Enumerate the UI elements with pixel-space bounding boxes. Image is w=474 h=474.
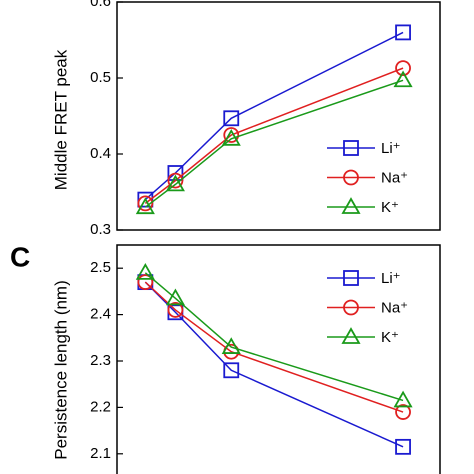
marker-circle bbox=[137, 274, 154, 291]
legend-marker bbox=[341, 197, 361, 214]
y-axis-label: Middle FRET peak bbox=[51, 49, 70, 190]
series-line bbox=[144, 272, 404, 402]
series-line bbox=[144, 281, 404, 448]
y-tick-label: 2.4 bbox=[90, 306, 111, 323]
legend-marker bbox=[343, 140, 359, 156]
legend-marker bbox=[341, 327, 361, 344]
marker-triangle bbox=[393, 390, 413, 408]
marker-square bbox=[223, 110, 240, 127]
marker-square bbox=[395, 438, 411, 455]
legend-label: Na⁺ bbox=[381, 299, 408, 316]
marker-triangle bbox=[221, 128, 241, 146]
series-line bbox=[144, 31, 404, 201]
marker-triangle bbox=[135, 263, 155, 280]
marker-triangle bbox=[221, 337, 241, 354]
marker-square bbox=[395, 24, 411, 41]
marker-circle bbox=[167, 302, 184, 318]
marker-triangle bbox=[393, 70, 413, 88]
y-axis-label: Persistence length (nm) bbox=[51, 280, 70, 460]
y-tick-label: 2.1 bbox=[90, 445, 111, 462]
y-tick-label: 2.5 bbox=[90, 259, 111, 276]
marker-circle bbox=[137, 195, 154, 212]
y-tick-label: 2.3 bbox=[90, 352, 111, 369]
series-line bbox=[144, 67, 404, 204]
marker-circle bbox=[223, 127, 240, 143]
legend-marker bbox=[343, 169, 359, 186]
legend-marker bbox=[343, 270, 359, 286]
legend-label: Li⁺ bbox=[381, 270, 401, 287]
legend-label: K⁺ bbox=[381, 329, 399, 346]
marker-triangle bbox=[165, 174, 185, 192]
y-tick-label: 0.5 bbox=[90, 69, 111, 86]
y-tick-label: 2.2 bbox=[90, 398, 111, 415]
plot-frame bbox=[116, 1, 441, 231]
marker-triangle bbox=[135, 197, 155, 215]
series-line bbox=[144, 281, 404, 413]
panel-label: C bbox=[10, 241, 30, 272]
y-tick-label: 0.3 bbox=[90, 221, 111, 238]
marker-circle bbox=[167, 172, 184, 189]
y-tick-label: 0.6 bbox=[90, 0, 111, 10]
series-line bbox=[144, 79, 404, 208]
marker-square bbox=[223, 362, 240, 379]
legend-marker bbox=[343, 299, 359, 316]
marker-triangle bbox=[165, 288, 185, 306]
marker-circle bbox=[395, 404, 411, 420]
marker-circle bbox=[395, 60, 411, 77]
legend-label: Li⁺ bbox=[381, 140, 401, 157]
y-tick-label: 0.4 bbox=[90, 145, 111, 162]
legend-label: Na⁺ bbox=[381, 169, 408, 186]
legend-label: K⁺ bbox=[381, 199, 399, 216]
